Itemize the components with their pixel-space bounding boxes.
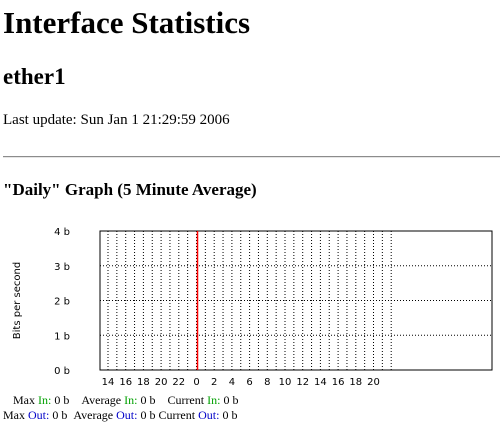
x-tick-label: 22 — [172, 377, 185, 388]
x-tick-label: 2 — [211, 377, 217, 388]
daily-traffic-chart: 4 b 3 b 2 b 1 b 0 b 14 16 18 20 22 0 2 4 6 8 10 12 14 16 18… — [12, 227, 493, 388]
x-tick-label: 10 — [279, 377, 292, 388]
y-tick-label: 0 b — [54, 366, 70, 377]
last-update-label: Last update: — [3, 112, 77, 128]
average-label: Average — [73, 408, 114, 422]
x-tick-label: 14 — [314, 377, 327, 388]
stats-out-row: Max Out: 0 b Average Out: 0 b Current Ou… — [3, 408, 237, 422]
out-label: Out: — [28, 408, 50, 422]
out-label: Out: — [116, 408, 138, 422]
graph-heading: "Daily" Graph (5 Minute Average) — [3, 180, 257, 199]
plot-frame — [99, 230, 493, 371]
y-axis-label: Bits per second — [12, 262, 23, 339]
y-tick-label: 4 b — [54, 227, 70, 238]
x-tick-label: 8 — [264, 377, 270, 388]
max-label: Max — [3, 408, 25, 422]
current-label: Current — [167, 393, 205, 407]
x-tick-label: 20 — [155, 377, 168, 388]
x-tick-label: 16 — [119, 377, 132, 388]
interface-name: ether1 — [3, 64, 66, 89]
x-tick-label: 0 — [193, 377, 199, 388]
x-tick-label: 6 — [246, 377, 252, 388]
cur-out-value: 0 b — [222, 408, 238, 422]
max-label: Max — [13, 393, 35, 407]
page-title: Interface Statistics — [3, 5, 251, 40]
last-update-value: Sun Jan 1 21:29:59 2006 — [80, 112, 230, 128]
x-tick-label: 20 — [367, 377, 380, 388]
x-tick-label: 18 — [349, 377, 362, 388]
cur-in-value: 0 b — [223, 393, 239, 407]
in-label: In: — [124, 393, 138, 407]
max-in-value: 0 b — [54, 393, 70, 407]
divider — [3, 156, 500, 158]
y-tick-label: 1 b — [54, 331, 70, 342]
in-label: In: — [207, 393, 221, 407]
x-tick-label: 14 — [102, 377, 115, 388]
avg-out-value: 0 b — [140, 408, 156, 422]
in-label: In: — [38, 393, 52, 407]
y-tick-label: 3 b — [54, 262, 70, 273]
x-tick-label: 12 — [296, 377, 309, 388]
max-out-value: 0 b — [52, 408, 68, 422]
avg-in-value: 0 b — [140, 393, 156, 407]
average-label: Average — [81, 393, 122, 407]
current-label: Current — [158, 408, 196, 422]
x-tick-label: 18 — [137, 377, 150, 388]
x-tick-label: 16 — [332, 377, 345, 388]
x-tick-label: 4 — [229, 377, 235, 388]
stats-in-row: Max In: 0 b Average In: 0 b Current In: … — [13, 393, 238, 407]
last-update: Last update: Sun Jan 1 21:29:59 2006 — [3, 111, 230, 129]
out-label: Out: — [198, 408, 220, 422]
y-tick-label: 2 b — [54, 297, 70, 308]
